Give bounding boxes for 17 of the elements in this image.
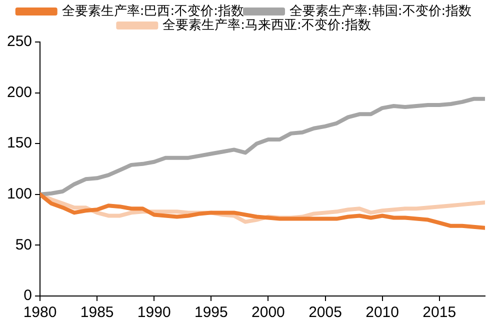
y-tick-label: 150 <box>6 134 32 152</box>
legend-label: 全要素生产率:巴西:不变价:指数 <box>62 2 244 19</box>
x-tick-label: 2015 <box>422 304 456 322</box>
x-tick-label: 2005 <box>308 304 342 322</box>
y-tick-label: 0 <box>24 287 32 304</box>
x-tick-label: 1990 <box>137 304 171 322</box>
x-tick-label: 2010 <box>366 304 399 322</box>
legend-label: 全要素生产率:韩国:不变价:指数 <box>290 2 472 19</box>
legend-label: 全要素生产率:马来西亚:不变价:指数 <box>162 16 371 33</box>
x-tick-label: 1995 <box>194 304 228 322</box>
y-tick-label: 50 <box>15 236 32 254</box>
x-tick-label: 2000 <box>252 304 285 322</box>
x-tick-label: 1985 <box>80 304 114 322</box>
x-tick-label: 1980 <box>23 304 57 322</box>
y-tick-label: 250 <box>6 33 32 50</box>
y-tick-label: 200 <box>6 84 32 101</box>
y-tick-label: 100 <box>6 186 32 203</box>
